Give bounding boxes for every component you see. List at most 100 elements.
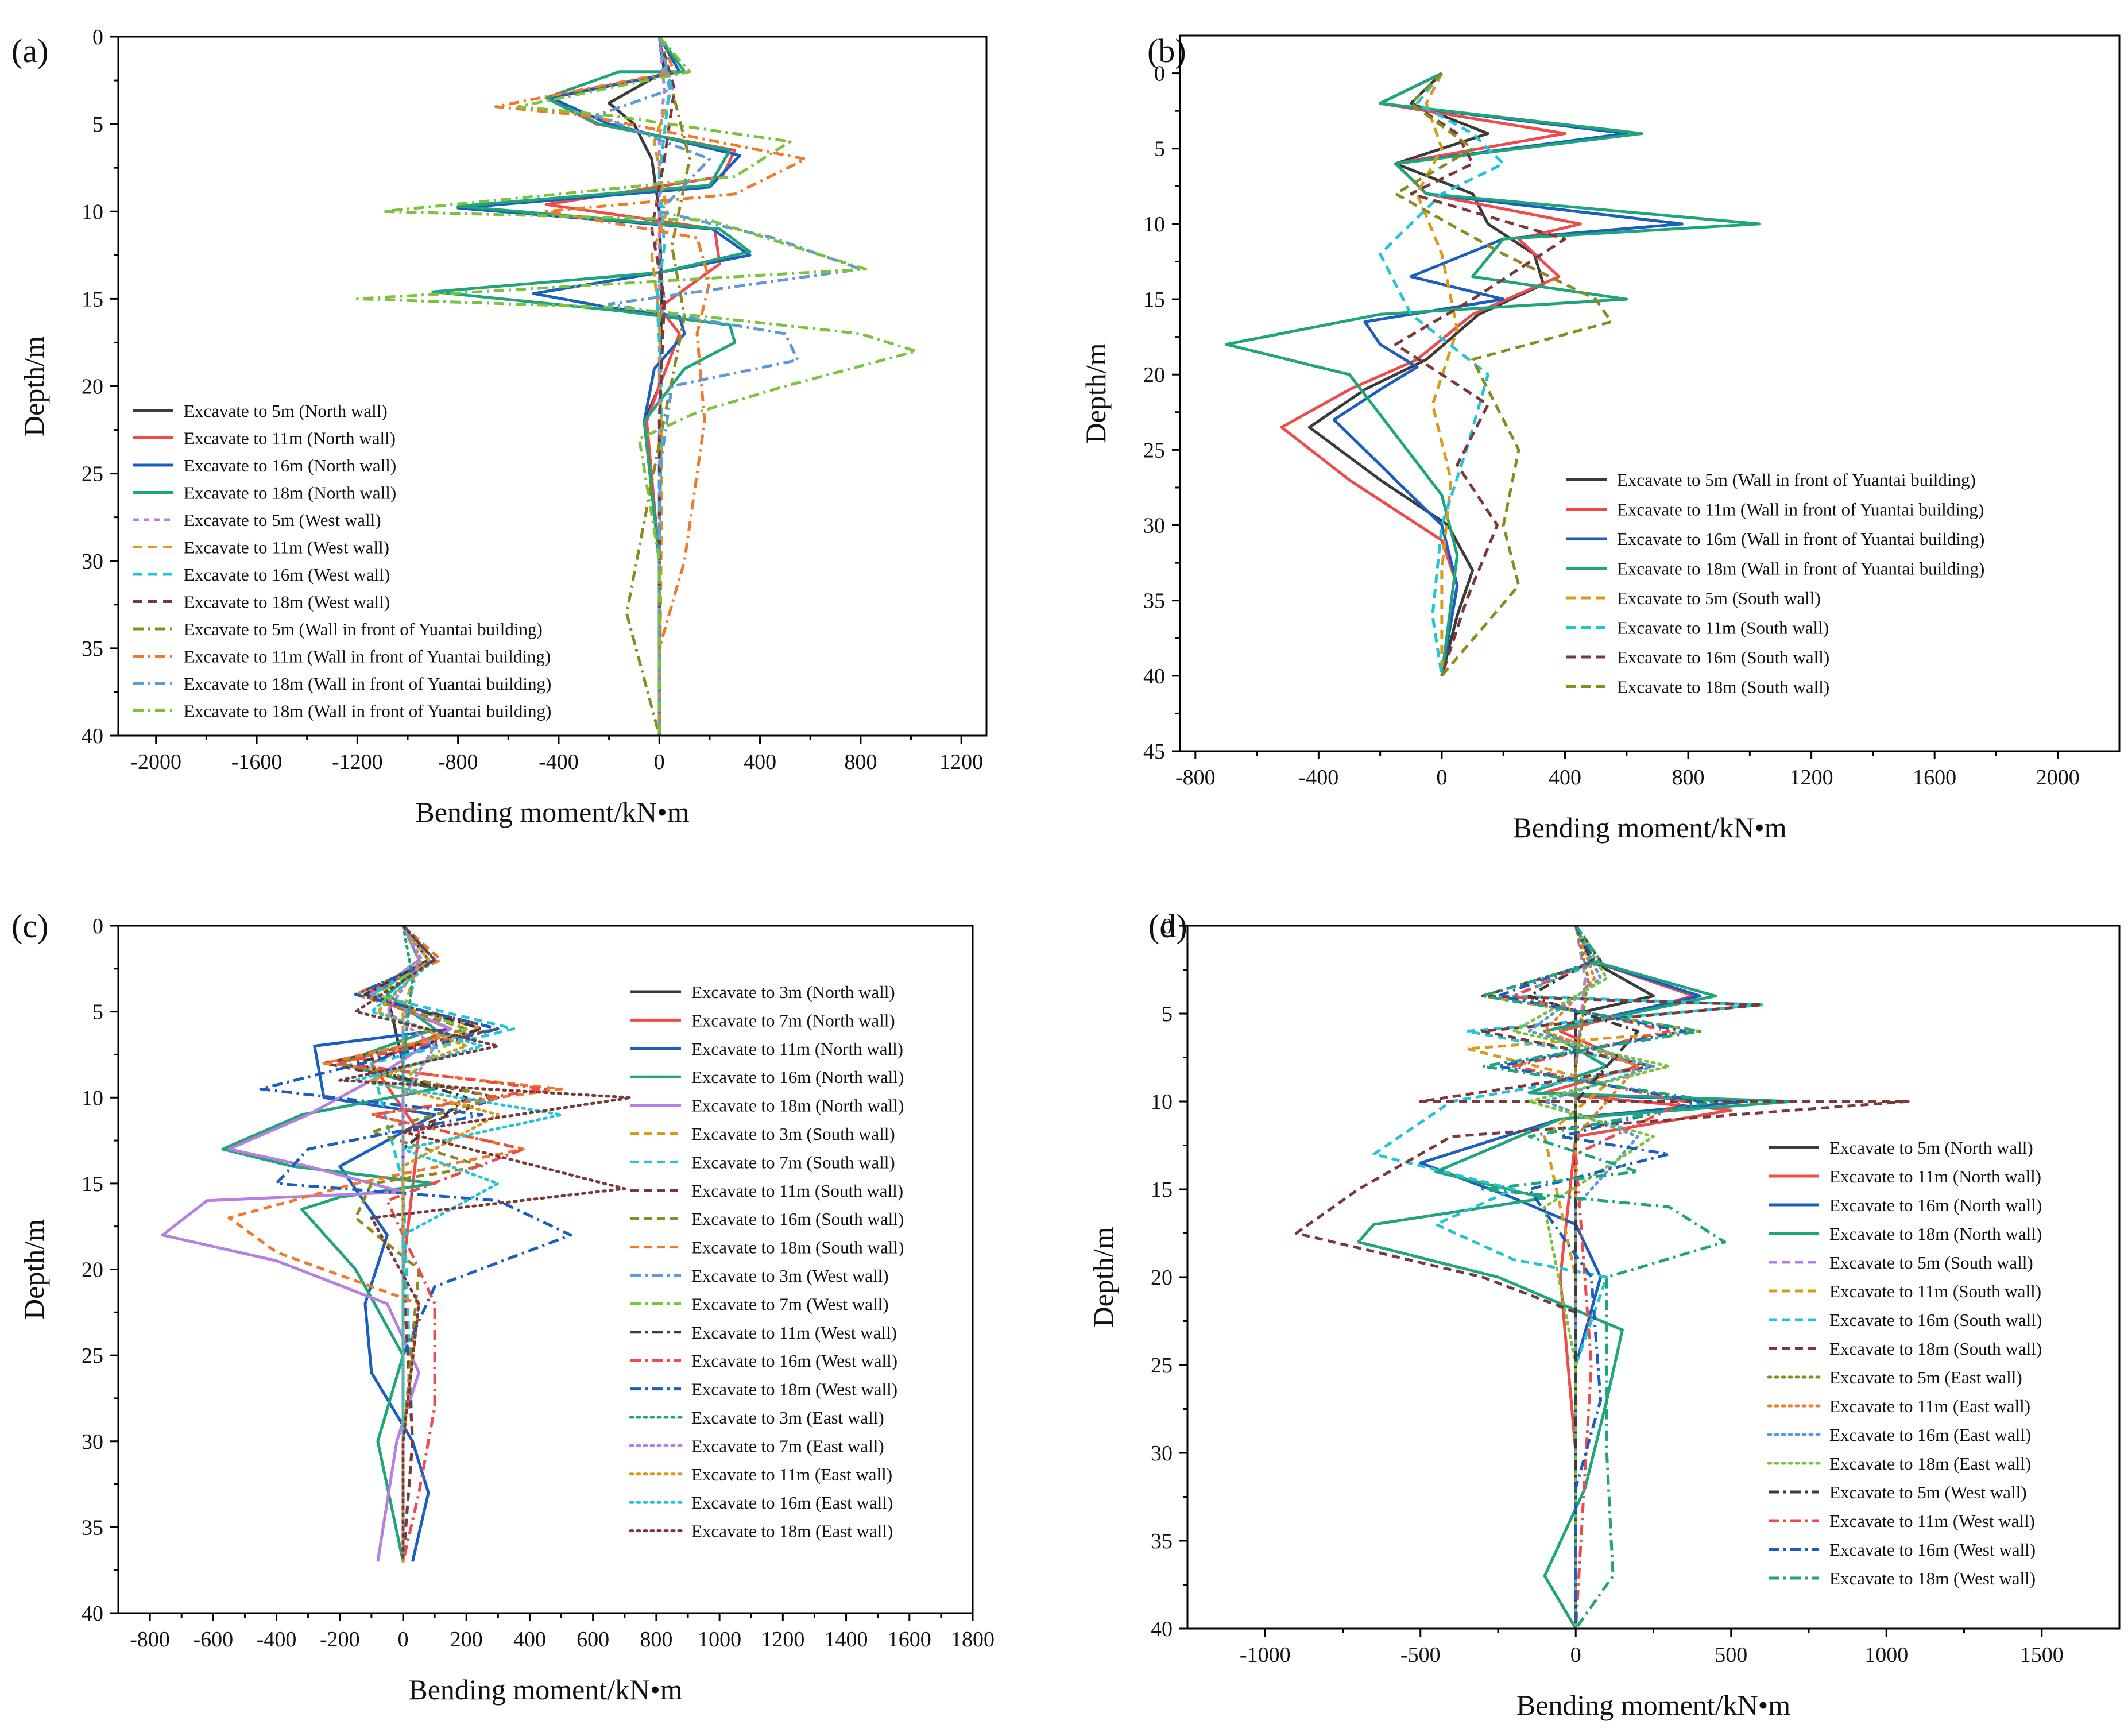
legend-label: Excavate to 18m (Wall in front of Yuanta…	[184, 701, 551, 721]
chart-panel-0: (a) -2000 -1600 -1200 -800 -400 0 400 800 1200 0 5 1…	[11, 25, 988, 828]
series-line	[355, 37, 918, 736]
y-tick-label: 5	[92, 113, 103, 137]
y-tick-label: 35	[1151, 1529, 1173, 1553]
y-tick-label: 30	[82, 550, 103, 574]
series-line	[608, 37, 666, 736]
x-tick-label: -800	[1175, 765, 1216, 790]
legend-label: Excavate to 11m (North wall)	[1829, 1166, 2041, 1186]
y-tick-label: 10	[82, 1086, 103, 1110]
y-tick-label: 35	[1143, 589, 1165, 613]
x-tick-label: 400	[744, 750, 776, 774]
series-line	[1481, 926, 1727, 1629]
series-line	[595, 37, 862, 736]
y-tick-label: 35	[82, 1515, 103, 1540]
x-tick-label: -1200	[332, 750, 383, 774]
legend-label: Excavate to 11m (South wall)	[691, 1181, 903, 1201]
x-tick-label: 0	[1570, 1643, 1581, 1667]
legend-label: Excavate to 18m (North wall)	[691, 1096, 904, 1116]
legend-label: Excavate to 5m (Wall in front of Yuantai…	[184, 619, 543, 639]
series-line	[494, 37, 807, 736]
legend-label: Excavate to 18m (South wall)	[691, 1238, 904, 1258]
legend-label: Excavate to 16m (West wall)	[184, 565, 390, 585]
series-line	[1512, 926, 1686, 1629]
x-tick-label: 1200	[1790, 765, 1833, 790]
series-line	[1496, 926, 1702, 1629]
series-line	[1379, 72, 1505, 676]
plot-area	[355, 37, 918, 736]
axes-frame	[1179, 34, 2121, 752]
series-line	[1574, 926, 1655, 1629]
legend-label: Excavate to 7m (East wall)	[691, 1436, 884, 1456]
series-line	[1574, 926, 1590, 1629]
y-tick-label: 20	[82, 375, 103, 399]
series-line	[1307, 72, 1545, 676]
legend-label: Excavate to 16m (North wall)	[184, 455, 396, 475]
y-tick-label: 0	[1154, 62, 1165, 86]
x-tick-label: -1000	[1240, 1643, 1291, 1667]
legend-label: Excavate to 18m (North wall)	[1829, 1224, 2042, 1244]
legend: Excavate to 5m (North wall) Excavate to 1…	[1767, 1138, 2042, 1588]
x-tick-label: 0	[1436, 765, 1447, 790]
x-tick-label: 1200	[761, 1627, 804, 1652]
chart-panel-2: (c)-800 -600 -400 -200 0 200 400 600 800 1000 1200…	[11, 907, 995, 1706]
x-tick-label: -800	[438, 750, 478, 774]
y-tick-label: 0	[1162, 914, 1173, 938]
legend-label: Excavate to 11m (South wall)	[1617, 618, 1829, 638]
x-tick-label: -800	[130, 1627, 170, 1652]
legend-label: Excavate to 11m (South wall)	[1829, 1281, 2041, 1301]
y-tick-label: 20	[82, 1258, 103, 1282]
legend-label: Excavate to 11m (Wall in front of Yuanta…	[184, 647, 551, 667]
x-tick-label: 800	[1672, 765, 1705, 790]
y-tick-label: 10	[1143, 212, 1165, 237]
legend-label: Excavate to 16m (West wall)	[691, 1351, 897, 1371]
series-line	[376, 926, 468, 1562]
legend-label: Excavate to 5m (South wall)	[1829, 1252, 2033, 1273]
x-tick-label: 500	[1715, 1643, 1747, 1667]
legend: Excavate to 5m (North wall) Excavate to 1…	[133, 401, 551, 721]
legend-label: Excavate to 11m (West wall)	[184, 538, 389, 558]
series-line	[1415, 72, 1459, 676]
x-tick-label: -600	[194, 1627, 234, 1652]
legend-label: Excavate to 3m (East wall)	[691, 1408, 884, 1428]
y-tick-label: 5	[1154, 137, 1165, 161]
legend-label: Excavate to 18m (West wall)	[1829, 1568, 2036, 1588]
legend-label: Excavate to 5m (South wall)	[1617, 588, 1821, 608]
legend-label: Excavate to 5m (North wall)	[184, 401, 388, 421]
legend-label: Excavate to 16m (Wall in front of Yuanta…	[1617, 529, 1984, 549]
series-line	[544, 37, 737, 736]
y-tick-label: 0	[92, 914, 103, 938]
series-line	[338, 926, 547, 1562]
y-tick-label: 25	[1143, 438, 1165, 462]
x-tick-label: 0	[654, 750, 665, 774]
legend-label: Excavate to 16m (South wall)	[1617, 647, 1829, 667]
x-tick-label: 200	[450, 1627, 483, 1652]
x-tick-label: 400	[1549, 765, 1581, 790]
y-tick-label: 15	[1151, 1178, 1173, 1202]
y-tick-label: 0	[92, 25, 103, 49]
legend-label: Excavate to 7m (North wall)	[691, 1010, 895, 1030]
legend-label: Excavate to 11m (East wall)	[691, 1464, 892, 1484]
x-tick-label: 1400	[825, 1627, 868, 1652]
series-line	[1357, 926, 1795, 1629]
x-tick-label: -1600	[231, 750, 283, 774]
y-tick-label: 30	[82, 1430, 103, 1454]
y-tick-label: 45	[1143, 740, 1165, 764]
legend-label: Excavate to 11m (West wall)	[1829, 1511, 2035, 1531]
legend-label: Excavate to 16m (West wall)	[1829, 1540, 2036, 1560]
legend-label: Excavate to 7m (South wall)	[691, 1152, 895, 1172]
legend-label: Excavate to 11m (Wall in front of Yuanta…	[1617, 500, 1984, 520]
y-tick-label: 40	[1143, 664, 1165, 689]
plot-area	[1294, 926, 1910, 1629]
legend-label: Excavate to 18m (South wall)	[1829, 1339, 2042, 1359]
y-tick-label: 35	[82, 637, 103, 661]
y-tick-label: 30	[1143, 514, 1165, 538]
y-tick-label: 5	[92, 1000, 103, 1024]
y-tick-label: 25	[82, 1344, 103, 1368]
legend-label: Excavate to 16m (East wall)	[691, 1493, 893, 1513]
x-tick-label: 800	[844, 750, 877, 774]
legend-label: Excavate to 5m (West wall)	[184, 510, 381, 530]
x-tick-label: 600	[577, 1627, 609, 1652]
legend-label: Excavate to 5m (Wall in front of Yuantai…	[1617, 470, 1976, 490]
legend-label: Excavate to 11m (East wall)	[1829, 1396, 2030, 1416]
legend: Excavate to 5m (Wall in front of Yuantai…	[1566, 470, 1984, 697]
